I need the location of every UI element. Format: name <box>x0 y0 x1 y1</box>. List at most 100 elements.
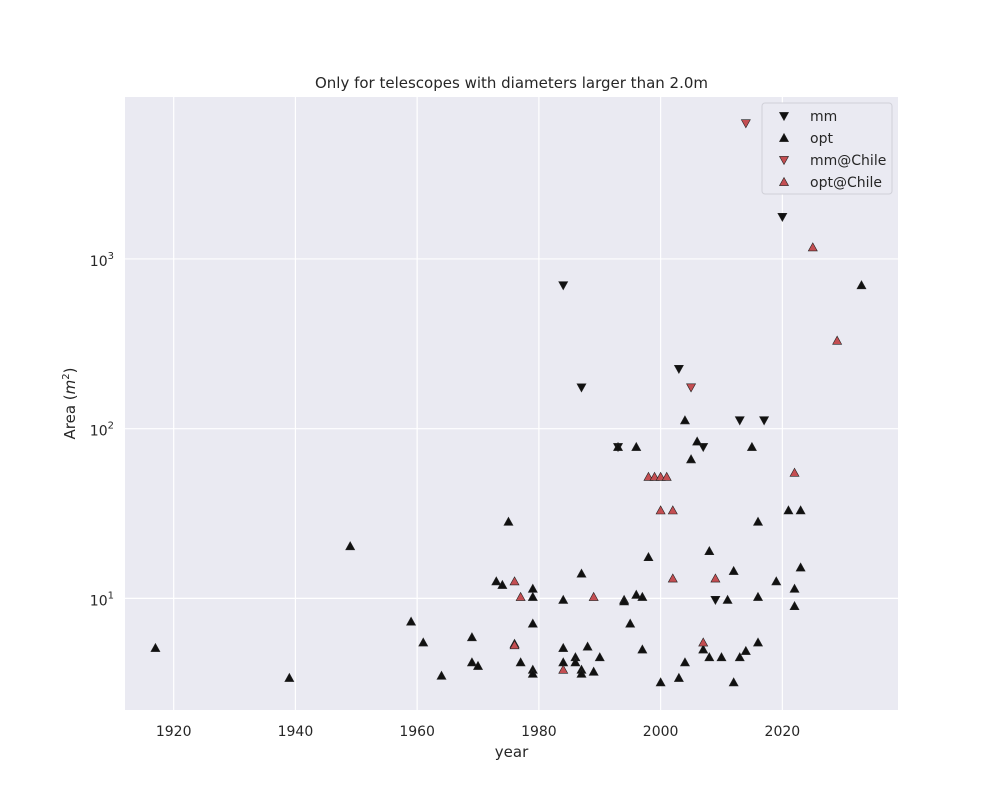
marker-opt <box>740 645 751 655</box>
marker-mm <box>710 595 721 606</box>
marker-opt <box>752 591 764 601</box>
y-tick-label: 102 <box>90 421 114 440</box>
y-tick-label: 103 <box>90 251 114 270</box>
marker-opt <box>728 677 739 687</box>
y-axis-label: Area (m2) <box>61 368 79 440</box>
marker-opt-chile <box>789 467 800 477</box>
marker-opt <box>576 568 587 578</box>
marker-opt <box>704 545 715 555</box>
marker-opt-chile <box>515 591 526 601</box>
marker-opt <box>716 652 727 662</box>
legend-label-opt-chile: opt@Chile <box>810 175 882 191</box>
marker-opt <box>746 441 757 451</box>
marker-opt <box>473 660 484 670</box>
marker-opt <box>856 280 867 290</box>
marker-opt-chile <box>667 505 678 515</box>
marker-opt <box>771 576 782 586</box>
marker-mm <box>777 212 788 222</box>
x-tick-label: 1920 <box>156 724 192 740</box>
marker-opt <box>789 583 800 593</box>
legend: mm opt mm@Chile opt@Chile <box>761 102 893 195</box>
marker-mm <box>576 383 587 393</box>
x-tick-label: 1980 <box>521 724 557 740</box>
marker-mm <box>734 416 745 426</box>
marker-mm-chile <box>686 383 697 393</box>
marker-opt-chile <box>558 664 569 674</box>
marker-opt <box>613 441 624 451</box>
marker-opt <box>582 641 593 651</box>
legend-box <box>761 102 893 195</box>
marker-opt-chile <box>509 576 520 586</box>
marker-opt <box>418 637 429 647</box>
marker-opt <box>503 516 514 526</box>
x-tick-label: 1940 <box>278 724 314 740</box>
marker-opt <box>643 552 654 562</box>
legend-marker-mm-chile <box>778 156 790 166</box>
marker-opt-chile <box>698 637 709 647</box>
marker-opt <box>588 666 599 676</box>
marker-opt-chile <box>710 573 721 583</box>
marker-opt <box>284 672 295 682</box>
marker-opt <box>673 672 684 682</box>
marker-mm <box>759 416 770 426</box>
y-tick-label: 101 <box>90 590 114 609</box>
marker-opt <box>466 657 477 667</box>
marker-opt <box>527 591 538 601</box>
marker-opt <box>722 594 733 604</box>
marker-opt <box>679 415 690 425</box>
legend-label-mm: mm <box>810 109 837 125</box>
x-gridlines <box>173 97 783 710</box>
marker-opt-chile <box>588 591 599 601</box>
marker-opt <box>795 505 806 515</box>
marker-opt-chile <box>661 471 672 481</box>
marker-opt <box>752 516 764 526</box>
marker-opt <box>594 652 605 662</box>
marker-opt <box>795 562 806 572</box>
marker-opt-chile <box>509 640 520 650</box>
marker-opt <box>406 616 417 626</box>
legend-marker-mm <box>778 112 790 122</box>
data-markers <box>150 119 867 687</box>
chart-title: Only for telescopes with diameters large… <box>315 74 708 92</box>
x-tick-labels: 1920 1940 1960 1980 2000 2020 <box>156 724 800 740</box>
marker-opt <box>491 576 502 586</box>
marker-opt-chile <box>832 335 843 345</box>
marker-opt <box>466 632 477 642</box>
legend-label-mm-chile: mm@Chile <box>810 153 886 169</box>
x-tick-label: 2000 <box>643 724 679 740</box>
marker-opt <box>728 565 739 575</box>
marker-opt <box>752 637 764 647</box>
y-gridlines <box>125 258 898 599</box>
marker-opt <box>619 596 630 606</box>
y-tick-labels: 101 102 103 <box>90 251 114 609</box>
marker-opt <box>150 642 161 652</box>
marker-opt-chile <box>643 471 654 481</box>
marker-opt <box>655 677 666 687</box>
marker-opt-chile <box>649 471 660 481</box>
marker-opt <box>631 441 642 451</box>
marker-opt-chile <box>667 573 678 583</box>
marker-opt <box>631 589 642 599</box>
marker-opt <box>527 618 538 628</box>
marker-opt <box>734 652 745 662</box>
marker-opt <box>558 594 569 604</box>
marker-opt-chile <box>655 471 666 481</box>
marker-opt <box>637 591 648 601</box>
marker-opt <box>783 505 794 515</box>
marker-opt <box>686 454 697 464</box>
marker-opt <box>692 436 703 446</box>
marker-mm-chile <box>740 119 751 129</box>
marker-opt <box>345 541 356 551</box>
marker-opt <box>625 618 636 628</box>
legend-label-opt: opt <box>810 131 833 147</box>
x-axis-label: year <box>495 743 529 761</box>
marker-opt <box>558 642 569 652</box>
marker-opt <box>527 668 538 678</box>
marker-opt <box>497 579 508 589</box>
marker-mm <box>558 281 569 291</box>
x-tick-label: 2020 <box>765 724 801 740</box>
marker-opt <box>679 657 690 667</box>
marker-opt <box>515 657 526 667</box>
marker-opt-chile <box>655 505 666 515</box>
